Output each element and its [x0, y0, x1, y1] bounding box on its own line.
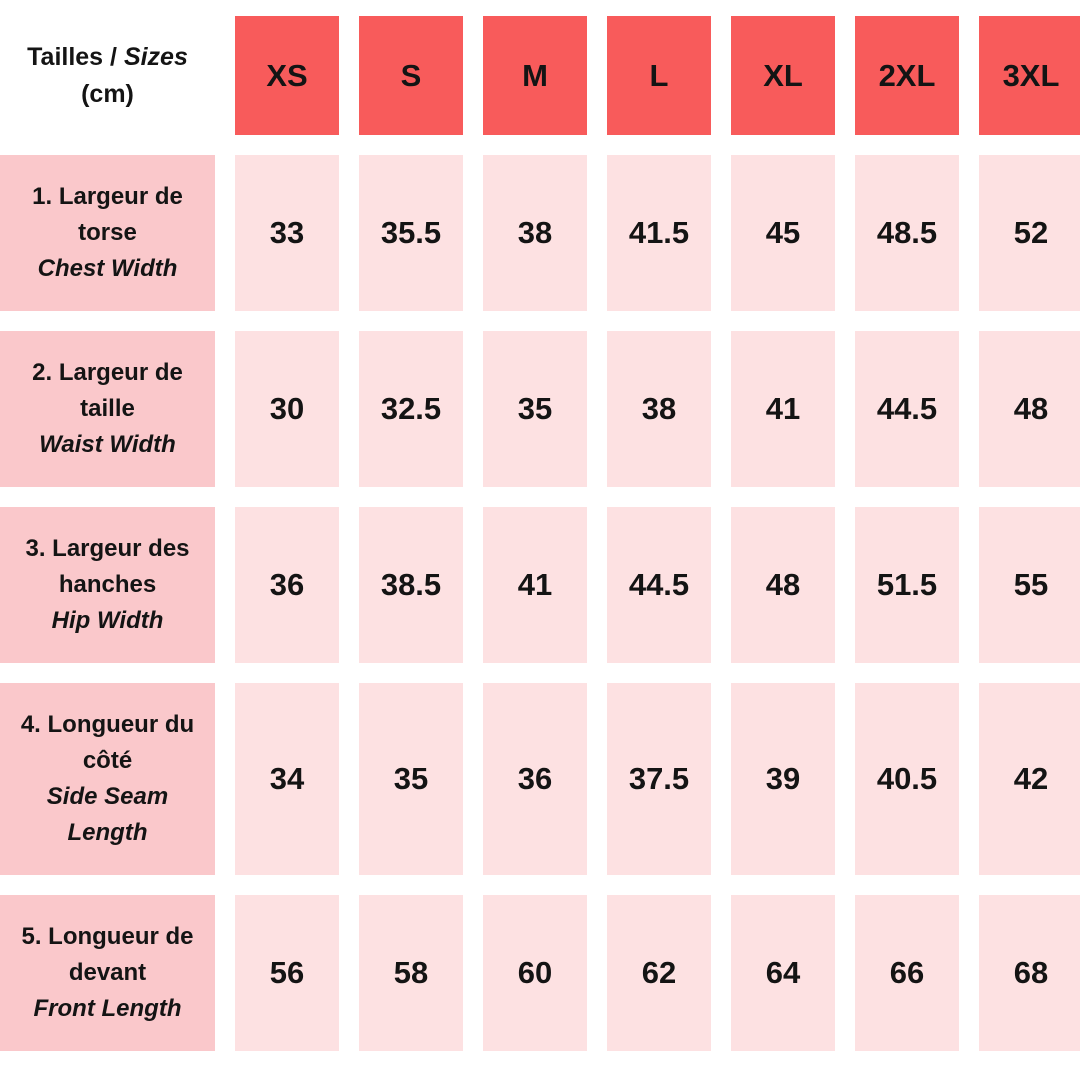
row-label-fr: 3. Largeur des hanches [25, 535, 190, 598]
corner-header-cell: Tailles / Sizes (cm) [0, 16, 215, 135]
row-label-3: 3. Largeur des hanches Hip Width [0, 507, 215, 663]
size-header-l: L [607, 16, 711, 135]
value-cell: 64 [731, 895, 835, 1051]
value-cell: 45 [731, 155, 835, 311]
value-cell: 41 [731, 331, 835, 487]
size-header-3xl: 3XL [979, 16, 1080, 135]
value-cell: 35 [483, 331, 587, 487]
value-cell: 52 [979, 155, 1080, 311]
row-label-en: Waist Width [39, 431, 176, 458]
value-cell: 48 [731, 507, 835, 663]
value-cell: 68 [979, 895, 1080, 1051]
row-label-en: Chest Width [37, 255, 178, 282]
value-cell: 35 [359, 683, 463, 875]
row-label-en: Front Length [33, 995, 182, 1022]
value-cell: 62 [607, 895, 711, 1051]
row-label-1: 1. Largeur de torse Chest Width [0, 155, 215, 311]
corner-title: Tailles / Sizes [27, 39, 188, 76]
corner-title-separator: / [103, 42, 124, 71]
value-cell: 36 [483, 683, 587, 875]
value-cell: 37.5 [607, 683, 711, 875]
row-label-fr: 1. Largeur de torse [32, 183, 183, 246]
row-label-fr: 2. Largeur de taille [32, 359, 183, 422]
size-header-xs: XS [235, 16, 339, 135]
value-cell: 48.5 [855, 155, 959, 311]
size-header-m: M [483, 16, 587, 135]
row-label-en: Side Seam Length [46, 783, 169, 846]
value-cell: 41.5 [607, 155, 711, 311]
size-header-s: S [359, 16, 463, 135]
row-label-fr: 4. Longueur du côté [20, 711, 195, 774]
corner-title-fr: Tailles [27, 42, 104, 71]
value-cell: 44.5 [607, 507, 711, 663]
value-cell: 55 [979, 507, 1080, 663]
value-cell: 36 [235, 507, 339, 663]
value-cell: 56 [235, 895, 339, 1051]
value-cell: 48 [979, 331, 1080, 487]
row-label-4: 4. Longueur du côté Side Seam Length [0, 683, 215, 875]
value-cell: 32.5 [359, 331, 463, 487]
row-label-fr: 5. Longueur de devant [21, 923, 194, 986]
size-header-xl: XL [731, 16, 835, 135]
value-cell: 38 [607, 331, 711, 487]
value-cell: 42 [979, 683, 1080, 875]
value-cell: 60 [483, 895, 587, 1051]
corner-title-en: Sizes [123, 42, 188, 71]
row-label-en: Hip Width [51, 607, 164, 634]
value-cell: 58 [359, 895, 463, 1051]
size-header-2xl: 2XL [855, 16, 959, 135]
value-cell: 44.5 [855, 331, 959, 487]
value-cell: 38 [483, 155, 587, 311]
row-label-2: 2. Largeur de taille Waist Width [0, 331, 215, 487]
size-chart-table: Tailles / Sizes (cm) XS S M L XL 2XL 3XL 1. Lar… [0, 16, 1080, 1051]
value-cell: 51.5 [855, 507, 959, 663]
value-cell: 30 [235, 331, 339, 487]
value-cell: 35.5 [359, 155, 463, 311]
value-cell: 39 [731, 683, 835, 875]
corner-unit: (cm) [81, 79, 134, 108]
value-cell: 33 [235, 155, 339, 311]
value-cell: 66 [855, 895, 959, 1051]
value-cell: 38.5 [359, 507, 463, 663]
row-label-5: 5. Longueur de devant Front Length [0, 895, 215, 1051]
value-cell: 41 [483, 507, 587, 663]
value-cell: 40.5 [855, 683, 959, 875]
value-cell: 34 [235, 683, 339, 875]
